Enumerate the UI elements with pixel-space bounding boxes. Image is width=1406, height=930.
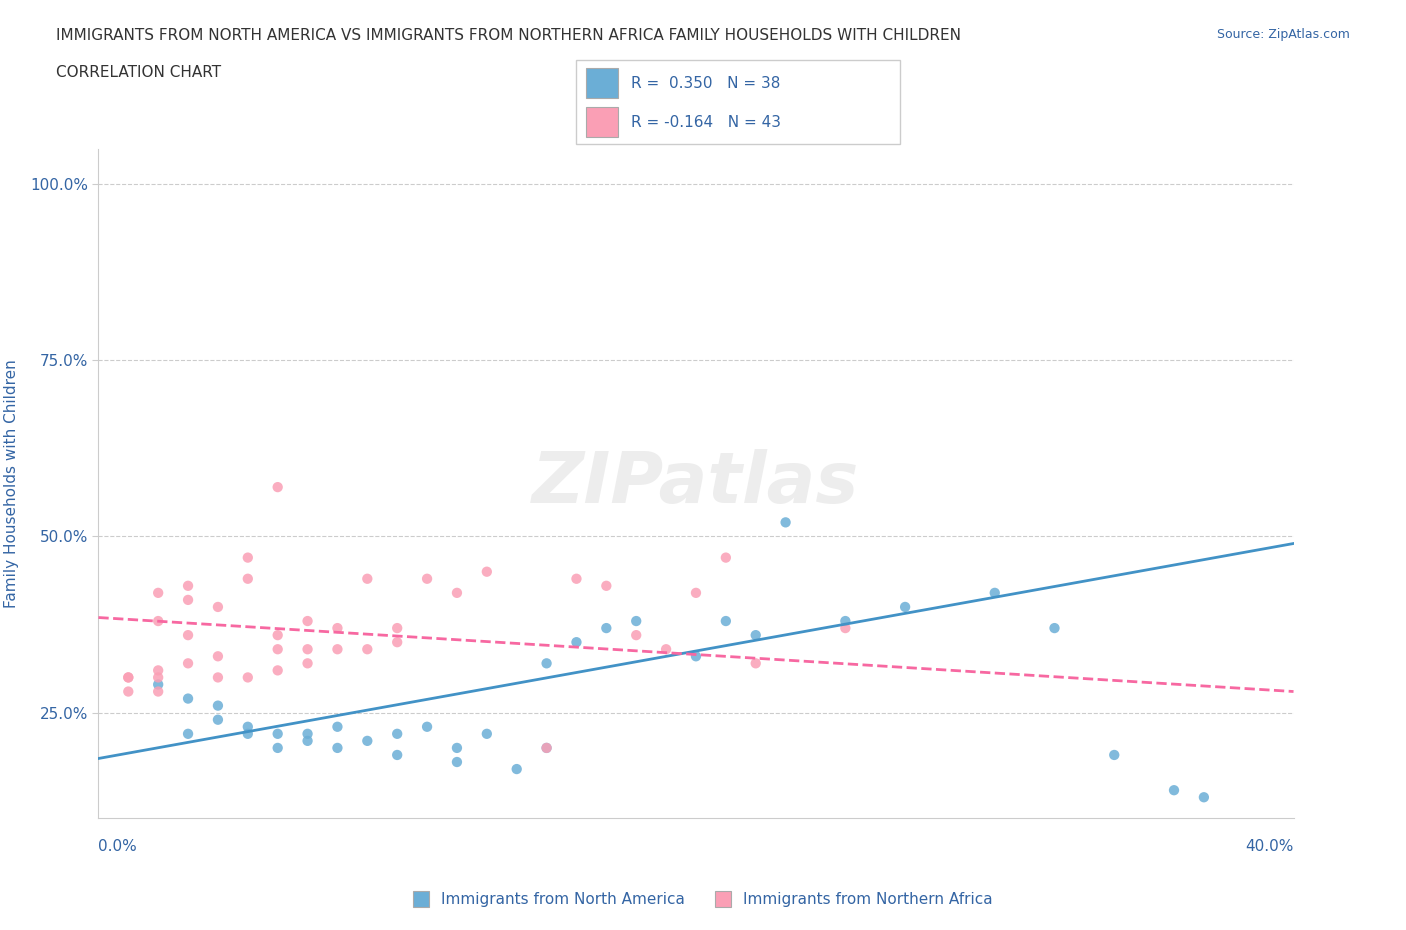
Point [685, 649, 707, 664]
Point [148, 663, 170, 678]
Point [297, 656, 319, 671]
Point [326, 740, 349, 755]
Legend: Immigrants from North America, Immigrants from Northern Africa: Immigrants from North America, Immigrant… [408, 886, 998, 913]
Point [446, 740, 468, 755]
FancyBboxPatch shape [586, 68, 619, 99]
Point [236, 670, 259, 684]
Point [236, 726, 259, 741]
Point [834, 614, 856, 629]
Point [685, 585, 707, 600]
Point [117, 670, 139, 684]
Point [148, 677, 170, 692]
Text: R =  0.350   N = 38: R = 0.350 N = 38 [631, 75, 780, 90]
Point [416, 719, 439, 734]
Point [267, 726, 290, 741]
Text: ZIPatlas: ZIPatlas [533, 449, 859, 518]
Point [177, 656, 200, 671]
Point [565, 635, 588, 650]
Point [326, 719, 349, 734]
Point [536, 740, 558, 755]
Point [714, 614, 737, 629]
Point [356, 642, 378, 657]
Point [385, 726, 409, 741]
Point [207, 698, 229, 713]
Point [236, 571, 259, 586]
Point [385, 620, 409, 635]
Point [297, 726, 319, 741]
Point [1192, 790, 1215, 804]
Point [236, 719, 259, 734]
Point [714, 551, 737, 565]
Point [148, 684, 170, 699]
Text: CORRELATION CHART: CORRELATION CHART [56, 65, 221, 80]
Point [536, 656, 558, 671]
Text: 40.0%: 40.0% [1246, 839, 1294, 854]
Point [624, 628, 647, 643]
Point [207, 670, 229, 684]
Point [207, 649, 229, 664]
Point [745, 628, 768, 643]
Point [446, 585, 468, 600]
Point [117, 670, 139, 684]
Point [236, 551, 259, 565]
Point [177, 592, 200, 607]
Point [297, 642, 319, 657]
Point [475, 565, 498, 579]
Point [267, 628, 290, 643]
Point [177, 726, 200, 741]
Point [475, 726, 498, 741]
Y-axis label: Family Households with Children: Family Households with Children [4, 359, 18, 608]
Point [1104, 748, 1126, 763]
Point [177, 628, 200, 643]
Point [595, 620, 617, 635]
Point [177, 578, 200, 593]
Point [148, 670, 170, 684]
Point [385, 748, 409, 763]
Text: Source: ZipAtlas.com: Source: ZipAtlas.com [1216, 28, 1350, 41]
Point [385, 635, 409, 650]
Point [983, 585, 1005, 600]
Point [624, 614, 647, 629]
Point [117, 684, 139, 699]
Point [148, 614, 170, 629]
Point [745, 656, 768, 671]
Point [148, 585, 170, 600]
Point [326, 620, 349, 635]
Point [834, 620, 856, 635]
Point [565, 571, 588, 586]
Text: IMMIGRANTS FROM NORTH AMERICA VS IMMIGRANTS FROM NORTHERN AFRICA FAMILY HOUSEHOL: IMMIGRANTS FROM NORTH AMERICA VS IMMIGRA… [56, 28, 962, 43]
Point [267, 642, 290, 657]
Point [536, 740, 558, 755]
FancyBboxPatch shape [576, 60, 900, 144]
Point [326, 642, 349, 657]
Point [297, 734, 319, 749]
Point [207, 600, 229, 615]
Point [207, 712, 229, 727]
Point [775, 515, 797, 530]
Point [446, 754, 468, 769]
Point [267, 480, 290, 495]
FancyBboxPatch shape [586, 107, 619, 138]
Point [356, 571, 378, 586]
Point [506, 762, 529, 777]
Point [1043, 620, 1066, 635]
Point [177, 691, 200, 706]
Text: 0.0%: 0.0% [98, 839, 138, 854]
Point [416, 571, 439, 586]
Point [297, 614, 319, 629]
Point [894, 600, 917, 615]
Point [267, 663, 290, 678]
Point [267, 740, 290, 755]
Point [1163, 783, 1185, 798]
Text: R = -0.164   N = 43: R = -0.164 N = 43 [631, 115, 782, 130]
Point [655, 642, 678, 657]
Point [356, 734, 378, 749]
Point [595, 578, 617, 593]
